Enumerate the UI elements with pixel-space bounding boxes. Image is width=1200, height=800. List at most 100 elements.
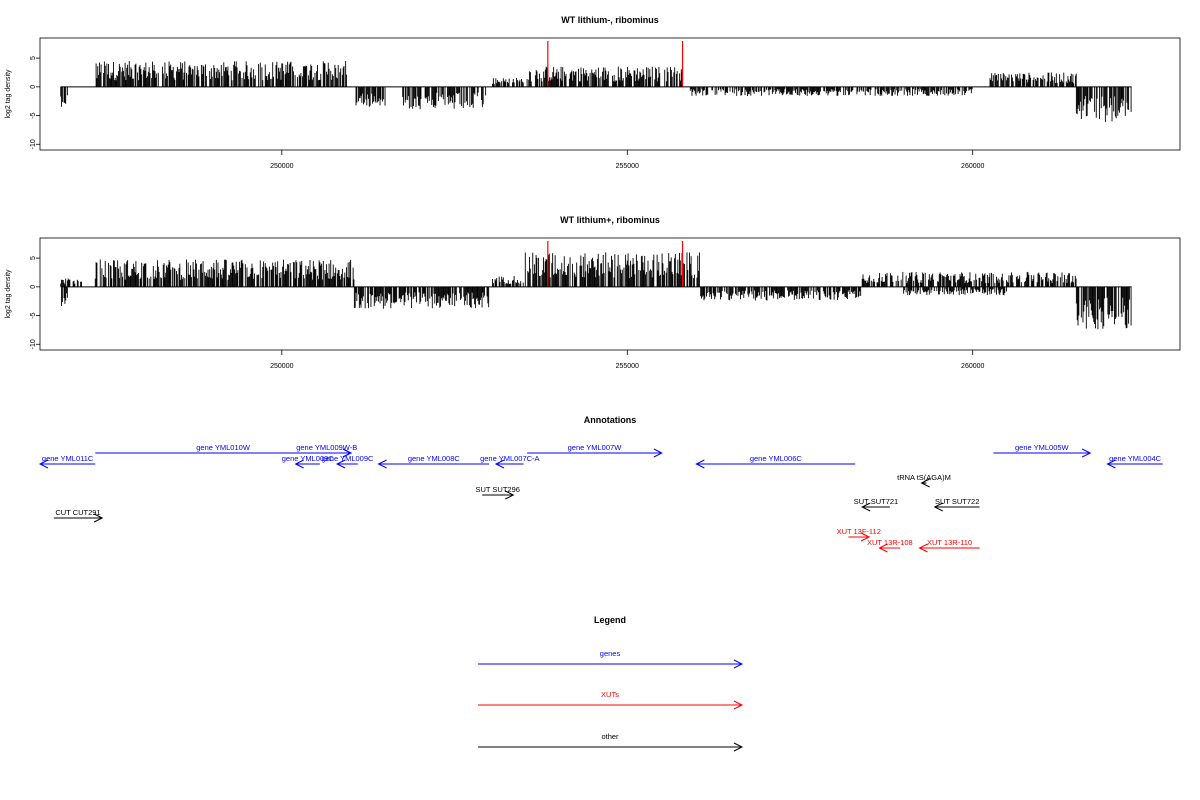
x-tick-label: 255000 (616, 163, 639, 170)
feature-arrowhead (860, 532, 871, 542)
feature-label: gene YML007W (568, 443, 623, 452)
feature-arrowhead (878, 543, 888, 553)
feature-label: gene YML004C (1109, 454, 1162, 463)
panel-title: WT lithium-, ribominus (561, 15, 659, 25)
legend-label: genes (600, 649, 621, 658)
feature-arrowhead (505, 490, 515, 500)
plot-frame (39, 37, 1181, 151)
feature-label: SUT SUT722 (935, 497, 979, 506)
annotation-feature: XUT 13R-108 (867, 538, 913, 553)
feature-arrowhead (933, 502, 943, 512)
annotation-feature: gene YML009W-B (296, 443, 357, 458)
annotation-feature: SUT SUT721 (854, 497, 898, 512)
feature-label: gene YML010W (196, 443, 251, 452)
x-axis: 250000 255000 260000 (270, 150, 985, 170)
feature-arrowhead (93, 513, 104, 523)
feature-arrowhead (918, 543, 928, 553)
y-tick-label: -5 (30, 312, 37, 318)
y-axis-label: log2 tag density (5, 269, 12, 319)
annotation-features: gene YML011C gene YML010W gene YML009W-B ge… (38, 443, 1163, 553)
boundary-markers (547, 241, 684, 287)
legend-label: other (601, 732, 619, 741)
feature-arrowhead (335, 459, 346, 469)
annotation-feature: gene YML008C (377, 454, 490, 469)
annotation-feature: XUT 13F-112 (837, 527, 881, 542)
feature-label: tRNA tS(AGA)M (897, 473, 951, 482)
feature-label: gene YML009W-B (296, 443, 357, 452)
legend-label: XUTs (601, 690, 619, 699)
annotation-feature: gene YML005W (993, 443, 1092, 458)
legend-item: XUTs (478, 690, 744, 710)
x-tick-label: 250000 (270, 363, 293, 370)
y-tick-label: 0 (30, 85, 37, 89)
annotation-feature: gene YML004C (1106, 454, 1163, 469)
panel-title: WT lithium+, ribominus (560, 215, 660, 225)
feature-label: gene YML005W (1015, 443, 1070, 452)
x-tick-label: 255000 (616, 363, 639, 370)
feature-arrowhead (861, 502, 871, 512)
y-tick-label: -10 (30, 139, 37, 149)
annotations-title: Annotations (584, 415, 637, 425)
annotation-feature: gene YML009C (282, 454, 335, 469)
feature-arrowhead (1081, 448, 1092, 458)
y-tick-label: -10 (30, 339, 37, 349)
feature-label: CUT CUT291 (55, 508, 100, 517)
track-panel-lithium-plus: WT lithium+, ribominus 250000 255000 26000… (5, 215, 1181, 370)
feature-arrowhead (733, 700, 744, 710)
feature-arrowhead (695, 459, 705, 469)
density-bars (60, 252, 1132, 330)
annotation-feature: gene YML007W (527, 443, 663, 458)
annotation-feature: SUT SUT722 (933, 497, 980, 512)
feature-label: SUT SUT296 (475, 485, 519, 494)
annotation-feature: XUT 13R-110 (918, 538, 980, 553)
legend-item: other (478, 732, 744, 752)
feature-arrowhead (733, 742, 744, 752)
feature-arrowhead (920, 478, 930, 488)
feature-label: gene YML011C (42, 454, 94, 463)
feature-label: gene YML009C (321, 454, 374, 463)
legend-item: genes (478, 649, 744, 669)
legend-items: genes XUTs other (478, 649, 744, 752)
feature-arrowhead (342, 448, 353, 458)
x-tick-label: 260000 (961, 163, 984, 170)
track-panel-lithium-minus: WT lithium-, ribominus 250000 255000 26000… (5, 15, 1181, 170)
legend-title: Legend (594, 615, 626, 625)
density-bars (60, 61, 1132, 122)
y-tick-label: -5 (30, 112, 37, 118)
plot-frame (39, 237, 1181, 351)
feature-label: gene YML009C (282, 454, 335, 463)
x-tick-label: 250000 (270, 163, 293, 170)
y-tick-label: 0 (30, 285, 37, 289)
y-axis-label: log2 tag density (5, 69, 12, 119)
feature-label: XUT 13F-112 (837, 527, 881, 536)
y-tick-label: 5 (30, 256, 37, 260)
annotation-feature: SUT SUT296 (475, 485, 520, 500)
annotation-feature: gene YML007C-A (480, 454, 540, 469)
annotation-feature: tRNA tS(AGA)M (897, 473, 951, 488)
boundary-markers (547, 41, 684, 87)
feature-label: gene YML007C-A (480, 454, 539, 463)
feature-arrowhead (294, 459, 304, 469)
feature-arrowhead (653, 448, 663, 458)
feature-label: XUT 13R-108 (867, 538, 913, 547)
feature-label: XUT 13R-110 (927, 538, 972, 547)
y-axis: 5 0 -5 -10 (30, 56, 40, 149)
y-axis: 5 0 -5 -10 (30, 256, 40, 349)
feature-label: gene YML006C (750, 454, 803, 463)
feature-arrowhead (377, 459, 387, 469)
annotation-feature: gene YML006C (695, 454, 856, 469)
feature-label: gene YML008C (408, 454, 461, 463)
annotation-feature: CUT CUT291 (53, 508, 104, 523)
feature-label: SUT SUT721 (854, 497, 898, 506)
legend-panel: Legend genes XUTs other (478, 615, 744, 752)
x-axis: 250000 255000 260000 (270, 350, 985, 370)
feature-arrowhead (733, 659, 744, 669)
feature-arrowhead (494, 459, 505, 469)
x-tick-label: 260000 (961, 363, 984, 370)
annotation-feature: gene YML009C (321, 454, 374, 469)
feature-arrowhead (38, 459, 49, 469)
feature-arrowhead (1106, 459, 1116, 469)
y-tick-label: 5 (30, 56, 37, 60)
